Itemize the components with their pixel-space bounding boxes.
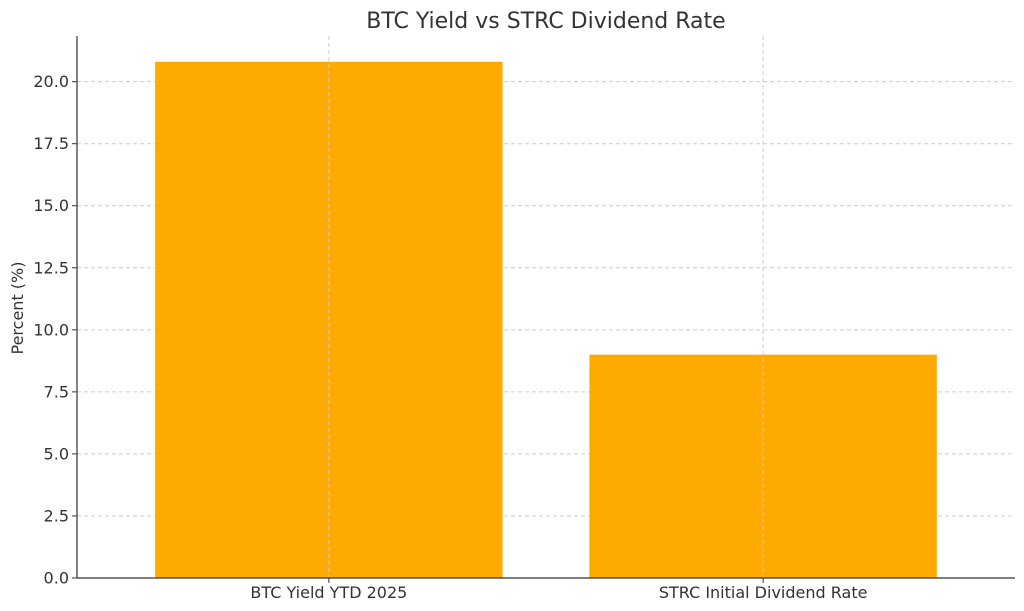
y-ticks: 0.0 2.5 5.0 7.5 10.0 12.5 15.0 17.5 20.0 (33, 72, 77, 588)
y-tick-label: 12.5 (33, 258, 69, 277)
chart-title: BTC Yield vs STRC Dividend Rate (366, 9, 725, 34)
axes (76, 36, 1015, 579)
y-tick-label: 5.0 (44, 444, 69, 463)
x-tick-label: BTC Yield YTD 2025 (250, 583, 407, 602)
y-tick-label: 2.5 (44, 506, 69, 525)
y-tick-label: 20.0 (33, 72, 69, 91)
y-tick-label: 15.0 (33, 196, 69, 215)
y-axis-label: Percent (%) (8, 262, 27, 355)
y-tick-label: 10.0 (33, 320, 69, 339)
vertical-grid-lines (328, 36, 764, 578)
x-ticks: BTC Yield YTD 2025 STRC Initial Dividend … (250, 578, 867, 602)
y-tick-label: 0.0 (44, 569, 69, 588)
y-tick-label: 17.5 (33, 134, 69, 153)
y-tick-label: 7.5 (44, 382, 69, 401)
bars (155, 61, 937, 579)
x-tick-label: STRC Initial Dividend Rate (659, 583, 868, 602)
